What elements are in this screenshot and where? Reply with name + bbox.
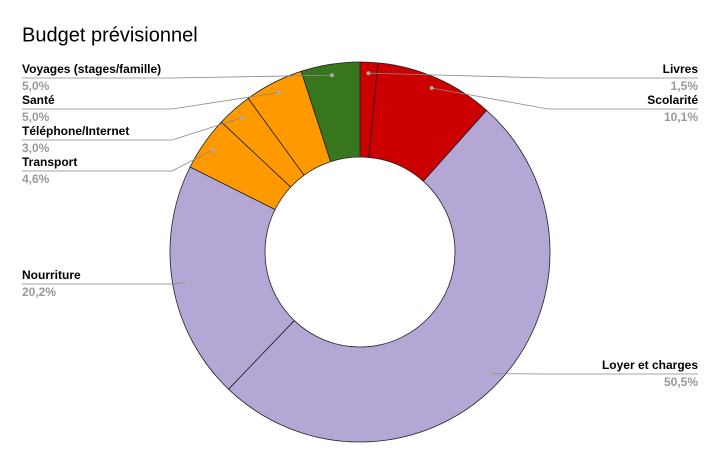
leader-line (22, 149, 214, 172)
slice-label: Livres (663, 62, 699, 76)
slice-value-label: 5,0% (22, 79, 50, 93)
slice-label: Téléphone/Internet (22, 124, 129, 138)
slice-label: Transport (22, 155, 77, 169)
leader-dot (489, 371, 494, 376)
chart-title: Budget prévisionnel (22, 24, 198, 46)
leader-line (22, 117, 242, 141)
slice-label: Voyages (stages/famille) (22, 62, 161, 76)
slice-value-label: 5,0% (22, 110, 50, 124)
slice-label: Loyer et charges (602, 358, 698, 372)
leader-line (22, 92, 279, 110)
leader-dot (211, 147, 216, 152)
slice-value-label: 4,6% (22, 172, 50, 186)
leader-line (368, 72, 698, 79)
leader-dot (181, 280, 186, 285)
slice-value-label: 20,2% (22, 285, 56, 299)
slice-value-label: 3,0% (22, 141, 50, 155)
slice-label: Santé (22, 93, 55, 107)
leader-dot (276, 90, 281, 95)
slice-value-label: 1,5% (671, 79, 699, 93)
leader-dot (366, 71, 371, 76)
donut-slice (227, 109, 551, 443)
leader-dot (429, 85, 434, 90)
slice-value-label: 10,1% (664, 110, 698, 124)
slice-label: Nourriture (22, 268, 81, 282)
leader-line (22, 74, 332, 79)
leader-line (22, 282, 184, 285)
leader-line (431, 87, 698, 110)
leader-dot (329, 73, 334, 78)
leader-dot (239, 115, 244, 120)
slice-value-label: 50,5% (664, 375, 698, 389)
donut-slice (169, 166, 295, 390)
donut-slice (300, 61, 361, 163)
slice-label: Scolarité (647, 93, 698, 107)
